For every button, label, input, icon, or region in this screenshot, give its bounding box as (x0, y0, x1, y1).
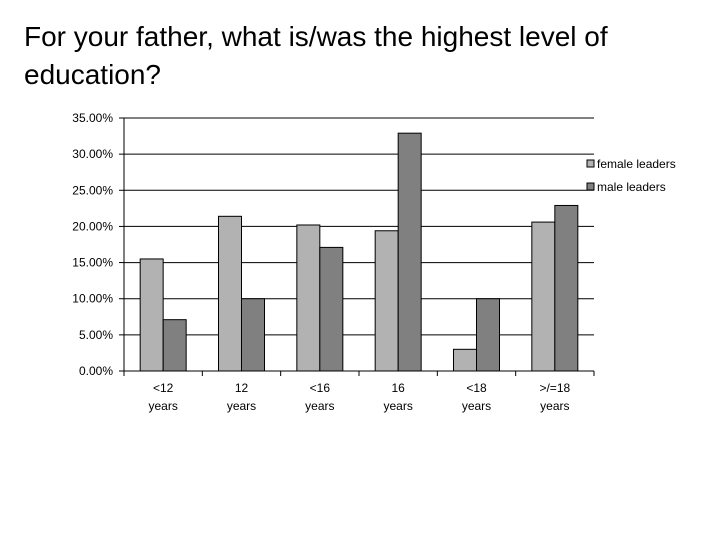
y-tick-label: 25.00% (72, 183, 113, 197)
legend-label-male: male leaders (597, 180, 666, 194)
bar-female (218, 215, 242, 372)
legend-label-female: female leaders (597, 157, 676, 171)
y-tick-label: 0.00% (79, 364, 113, 378)
legend: female leaders male leaders (586, 157, 676, 194)
x-category-label: <12 years (148, 381, 177, 413)
x-category-label: >/=18 years (539, 381, 570, 413)
x-category-label: 12 years (227, 381, 256, 413)
gridlines (124, 117, 594, 336)
y-tick-labels: 0.00% 5.00% 10.00% 15.00% 20.00% 25.00% 30.00%… (72, 111, 113, 378)
bar-male (162, 319, 187, 372)
bar-male (241, 298, 265, 372)
x-category-labels: <12 years 12 years <16 years 16 years <18 years >/… (148, 381, 570, 413)
y-tick-label: 30.00% (72, 147, 113, 161)
bar-male (476, 298, 500, 372)
legend-swatch-male (586, 182, 595, 191)
bar-male (554, 204, 579, 372)
bar-female (374, 230, 399, 372)
x-category-label: <16 years (305, 381, 334, 413)
axes (119, 117, 595, 376)
bar-female (453, 348, 477, 372)
bar-female (139, 258, 164, 372)
y-tick-label: 10.00% (72, 292, 113, 306)
bar-female (296, 224, 321, 372)
y-tick-label: 20.00% (72, 219, 113, 233)
x-category-label: 16 years (383, 381, 412, 413)
x-category-label: <18 years (462, 381, 491, 413)
bar-female (531, 221, 556, 372)
y-tick-label: 5.00% (79, 328, 113, 342)
bars (139, 132, 579, 372)
legend-swatch-female (586, 159, 595, 168)
slide-title: For your father, what is/was the highest… (24, 21, 608, 90)
y-tick-label: 35.00% (72, 111, 113, 125)
bar-male (319, 246, 344, 372)
y-tick-label: 15.00% (72, 256, 113, 270)
bar-male (397, 132, 422, 372)
